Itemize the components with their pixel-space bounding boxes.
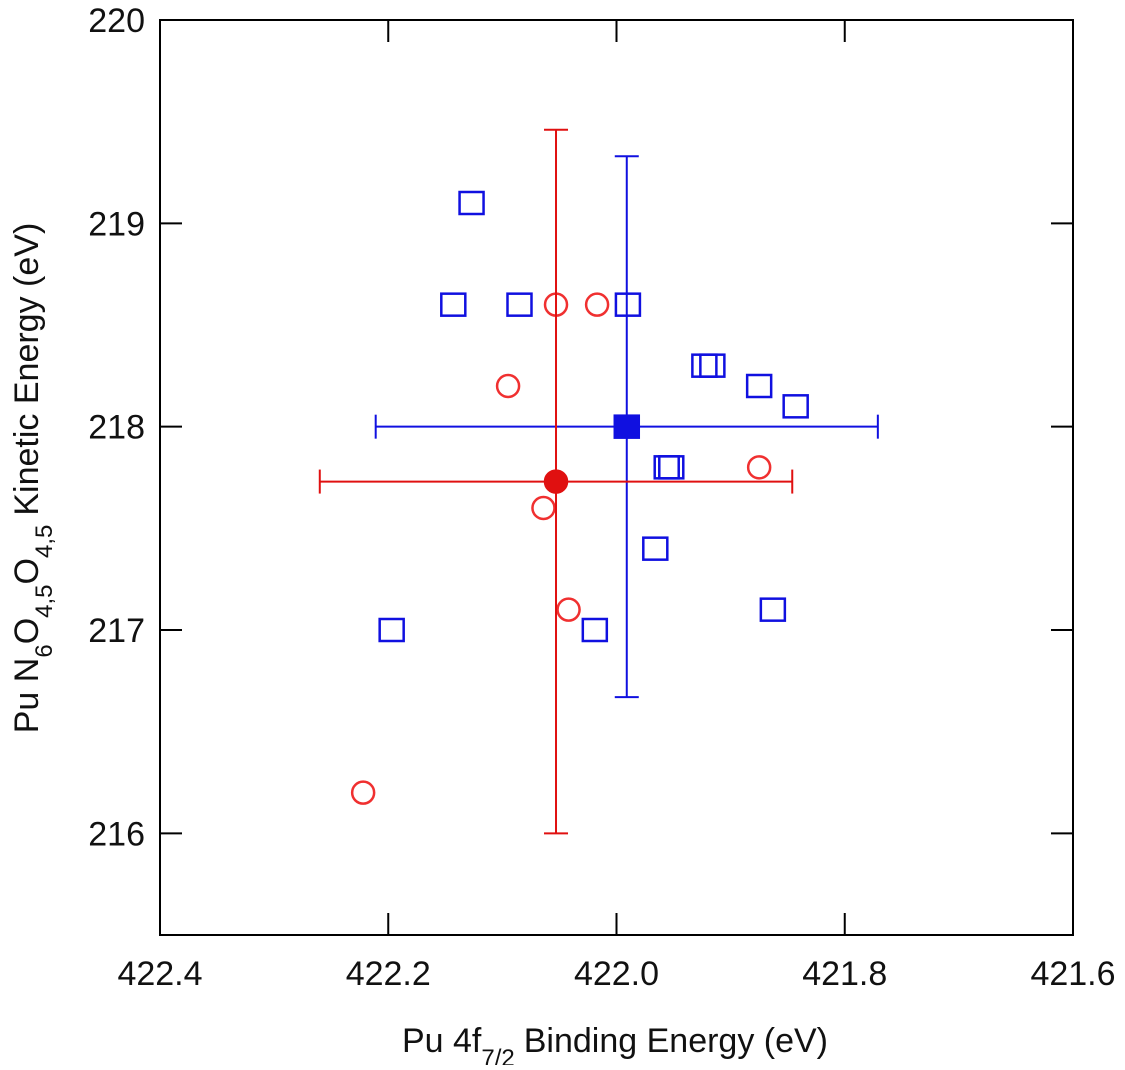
y-axis-label: Pu N6O4,5O4,5Kinetic Energy (eV) (8, 223, 58, 734)
square-marker (440, 292, 467, 317)
x-tick-label: 421.8 (802, 955, 887, 993)
label-part: Binding Energy (eV) (524, 1022, 828, 1060)
x-tick-label: 421.6 (1030, 955, 1115, 993)
circle-marker (350, 780, 376, 805)
circle-marker (531, 495, 556, 521)
square-marker (642, 536, 669, 561)
y-tick-label: 219 (88, 205, 145, 243)
square-marker (745, 373, 773, 399)
y-tick-label: 216 (88, 815, 145, 853)
square-marker (699, 353, 726, 378)
label-part: O (8, 618, 46, 644)
circle-marker (495, 373, 521, 399)
label-part: Kinetic Energy (eV) (8, 223, 46, 516)
circle-marker (584, 292, 610, 317)
circle-marker (746, 455, 772, 480)
square-marker (614, 292, 642, 317)
label-part: Pu 4f (402, 1022, 482, 1060)
circle-marker (556, 597, 581, 622)
square-marker (581, 617, 609, 643)
square-marker (458, 190, 485, 216)
square-marker (691, 353, 718, 378)
label-part: 7/2 (481, 1045, 514, 1066)
square-marker (378, 617, 405, 643)
plot-frame (159, 19, 1074, 936)
label-part: 4,5 (31, 584, 58, 617)
label-part: O (8, 558, 46, 584)
x-tick-label: 422.0 (574, 955, 659, 993)
label-part: 4,5 (31, 525, 58, 558)
square-marker (506, 292, 533, 317)
square-marker (759, 597, 787, 622)
x-tick-label: 422.4 (117, 955, 202, 993)
y-tick-label: 220 (88, 2, 145, 40)
label-part: Pu N (8, 658, 46, 734)
square-marker (613, 414, 641, 439)
y-tick-label: 218 (88, 409, 145, 447)
x-tick-label: 422.2 (346, 955, 431, 993)
square-marker (782, 394, 809, 419)
label-part: 6 (31, 644, 58, 657)
circle-marker (543, 469, 569, 494)
square-marker (658, 455, 685, 480)
x-axis-label: Pu 4f7/2 Binding Energy (eV) (402, 1022, 828, 1065)
y-tick-label: 217 (88, 612, 145, 650)
